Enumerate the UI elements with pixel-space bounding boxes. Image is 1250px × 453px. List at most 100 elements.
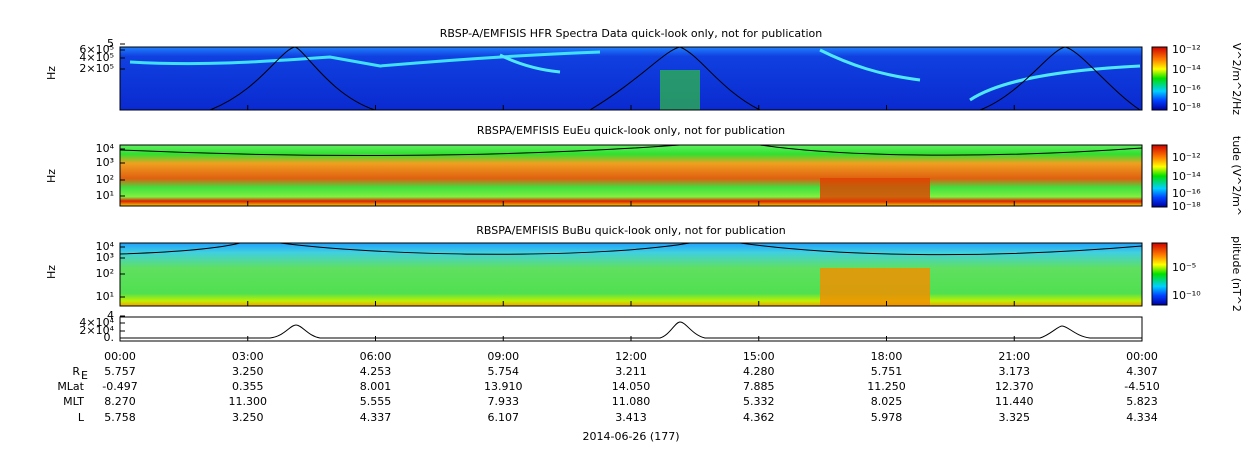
y-tick-label: 4×10⁴ (79, 316, 114, 329)
ephemeris-value: 8.025 (871, 395, 903, 408)
colorbar-title: V^2/m^2/Hz (1230, 43, 1243, 115)
row-label: L (78, 411, 85, 424)
date-label: 2014-06-26 (177) (582, 430, 679, 443)
y-tick-label: 4 (107, 309, 114, 322)
y-tick-label: 10³ (96, 251, 114, 264)
spectrogram (120, 47, 1142, 110)
x-tick-label: 06:00 (360, 350, 392, 363)
row-label: MLT (63, 395, 84, 408)
colorbar (1151, 144, 1168, 208)
y-tick-label: 6×10⁵ (79, 43, 114, 56)
y-tick-label: 10⁴ (96, 240, 115, 253)
y-tick-label: 10¹ (96, 189, 114, 202)
spectral-feature (129, 50, 601, 68)
y-tick-label: 2×10⁴ (79, 324, 114, 337)
spectrogram (120, 145, 1142, 206)
spectrogram (120, 243, 1142, 306)
colorbar-title: tude (V^2/m^ (1230, 136, 1243, 216)
ephemeris-value: 12.370 (995, 380, 1034, 393)
ephemeris-value: 6.107 (488, 411, 520, 424)
y-axis-label: Hz (45, 169, 58, 183)
ephemeris-value: 4.337 (360, 411, 392, 424)
y-tick-label: 2×10⁵ (79, 62, 114, 75)
y-tick-label: 10⁴ (96, 142, 115, 155)
curve (119, 242, 1143, 256)
ephemeris-value: 11.250 (867, 380, 906, 393)
colorbar-tick-label: 10⁻¹² (1172, 151, 1201, 164)
ephemeris-value: 3.173 (999, 365, 1031, 378)
ephemeris-value: 3.250 (232, 365, 264, 378)
row-label: MLat (57, 380, 84, 393)
ephemeris-value: 3.250 (232, 411, 264, 424)
x-tick-label: 03:00 (232, 350, 264, 363)
ephemeris-value: 11.080 (612, 395, 651, 408)
ephemeris-value: 5.751 (871, 365, 903, 378)
ephemeris-value: 11.300 (229, 395, 268, 408)
ephemeris-value: 14.050 (612, 380, 651, 393)
ephemeris-value: 4.253 (360, 365, 392, 378)
x-tick-label: 12:00 (615, 350, 647, 363)
colorbar-tick-label: 10⁻¹⁴ (1172, 63, 1201, 76)
colorbar (1151, 242, 1168, 306)
colorbar-tick-label: 10⁻⁵ (1172, 261, 1196, 274)
ephemeris-value: 8.270 (104, 395, 136, 408)
colorbar-title: plitude (nT^2 (1230, 236, 1243, 312)
spectral-feature (820, 178, 930, 202)
colorbar-tick-label: 10⁻¹⁶ (1172, 83, 1201, 96)
y-tick-label: 10³ (96, 156, 114, 169)
panel-title: RBSPA/EMFISIS EuEu quick-look only, not … (477, 124, 785, 137)
ephemeris-value: -4.510 (1124, 380, 1159, 393)
ephemeris-value: 5.754 (488, 365, 520, 378)
ephemeris-value: 11.440 (995, 395, 1034, 408)
row-label: R (72, 365, 80, 378)
y-tick-label: 10¹ (96, 290, 114, 303)
trace (120, 321, 1142, 339)
y-tick-label: 10² (96, 173, 114, 186)
ephemeris-value: 13.910 (484, 380, 523, 393)
colorbar-tick-label: 10⁻¹² (1172, 43, 1201, 56)
ephemeris-value: 3.325 (999, 411, 1031, 424)
ephemeris-value: 3.211 (615, 365, 647, 378)
ephemeris-value: -0.497 (102, 380, 137, 393)
y-axis-label: Hz (45, 66, 58, 80)
y-tick-label: 0. (104, 331, 115, 344)
ephemeris-value: 5.757 (104, 365, 136, 378)
colorbar-tick-label: 10⁻¹⁴ (1172, 170, 1201, 183)
row-label-subscript: E (81, 369, 88, 382)
ephemeris-value: 4.280 (743, 365, 775, 378)
panel-title: RBSP-A/EMFISIS HFR Spectra Data quick-lo… (440, 27, 823, 40)
ephemeris-value: 5.332 (743, 395, 775, 408)
ephemeris-value: 5.555 (360, 395, 392, 408)
ephemeris-value: 5.823 (1126, 395, 1158, 408)
colorbar-tick-label: 10⁻¹⁰ (1172, 289, 1201, 302)
y-tick-label: 10² (96, 267, 114, 280)
curve (119, 144, 1143, 156)
ephemeris-value: 4.362 (743, 411, 775, 424)
y-tick-label: 5 (107, 37, 114, 50)
y-tick-label: 4×10⁵ (79, 51, 114, 64)
y-axis-label: Hz (45, 265, 58, 279)
ephemeris-value: 3.413 (615, 411, 647, 424)
x-tick-label: 00:00 (104, 350, 136, 363)
x-tick-label: 15:00 (743, 350, 775, 363)
ephemeris-value: 7.885 (743, 380, 775, 393)
colorbar-tick-label: 10⁻¹⁶ (1172, 187, 1201, 200)
spectral-feature (820, 268, 930, 306)
ephemeris-value: 5.758 (104, 411, 136, 424)
panel-title: RBSPA/EMFISIS BuBu quick-look only, not … (476, 224, 786, 237)
colorbar-tick-label: 10⁻¹⁸ (1172, 101, 1201, 114)
spectral-feature (660, 70, 700, 110)
x-tick-label: 18:00 (871, 350, 903, 363)
colorbar (1151, 46, 1168, 111)
ephemeris-value: 0.355 (232, 380, 264, 393)
ephemeris-value: 5.978 (871, 411, 903, 424)
x-tick-label: 00:00 (1126, 350, 1158, 363)
ephemeris-value: 8.001 (360, 380, 392, 393)
colorbar-tick-label: 10⁻¹⁸ (1172, 200, 1201, 213)
ephemeris-value: 7.933 (488, 395, 520, 408)
x-tick-label: 21:00 (998, 350, 1030, 363)
spectral-feature (499, 48, 1141, 102)
ephemeris-value: 4.334 (1126, 411, 1158, 424)
